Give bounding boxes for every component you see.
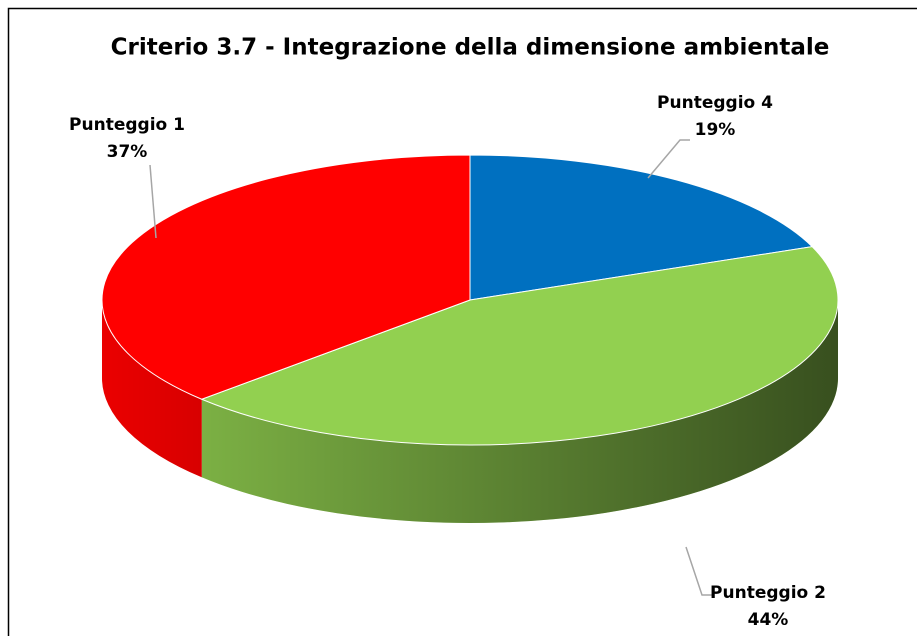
slice-label: Punteggio 1 bbox=[69, 115, 185, 135]
leader-line bbox=[685, 546, 712, 596]
leader-line bbox=[149, 164, 157, 239]
slice-value-label: 19% bbox=[695, 120, 736, 140]
pie-tops bbox=[101, 154, 839, 446]
leader-line bbox=[647, 139, 690, 179]
data-labels: Punteggio 4 19% Punteggio 2 44% Punteggio 1 3… bbox=[69, 93, 826, 630]
pie-slice bbox=[101, 154, 471, 400]
pie-walls bbox=[102, 300, 838, 523]
slice-label: Punteggio 2 bbox=[710, 583, 826, 603]
pie-wall-shade bbox=[201, 300, 838, 523]
pie-slice bbox=[200, 246, 839, 446]
pie-wall-shade bbox=[102, 300, 202, 478]
slice-value-label: 44% bbox=[748, 610, 789, 630]
slice-label: Punteggio 4 bbox=[657, 93, 773, 113]
pie-slice bbox=[469, 154, 814, 301]
chart-title: Criterio 3.7 - Integrazione della dimens… bbox=[111, 35, 830, 61]
slice-value-label: 37% bbox=[107, 142, 148, 162]
